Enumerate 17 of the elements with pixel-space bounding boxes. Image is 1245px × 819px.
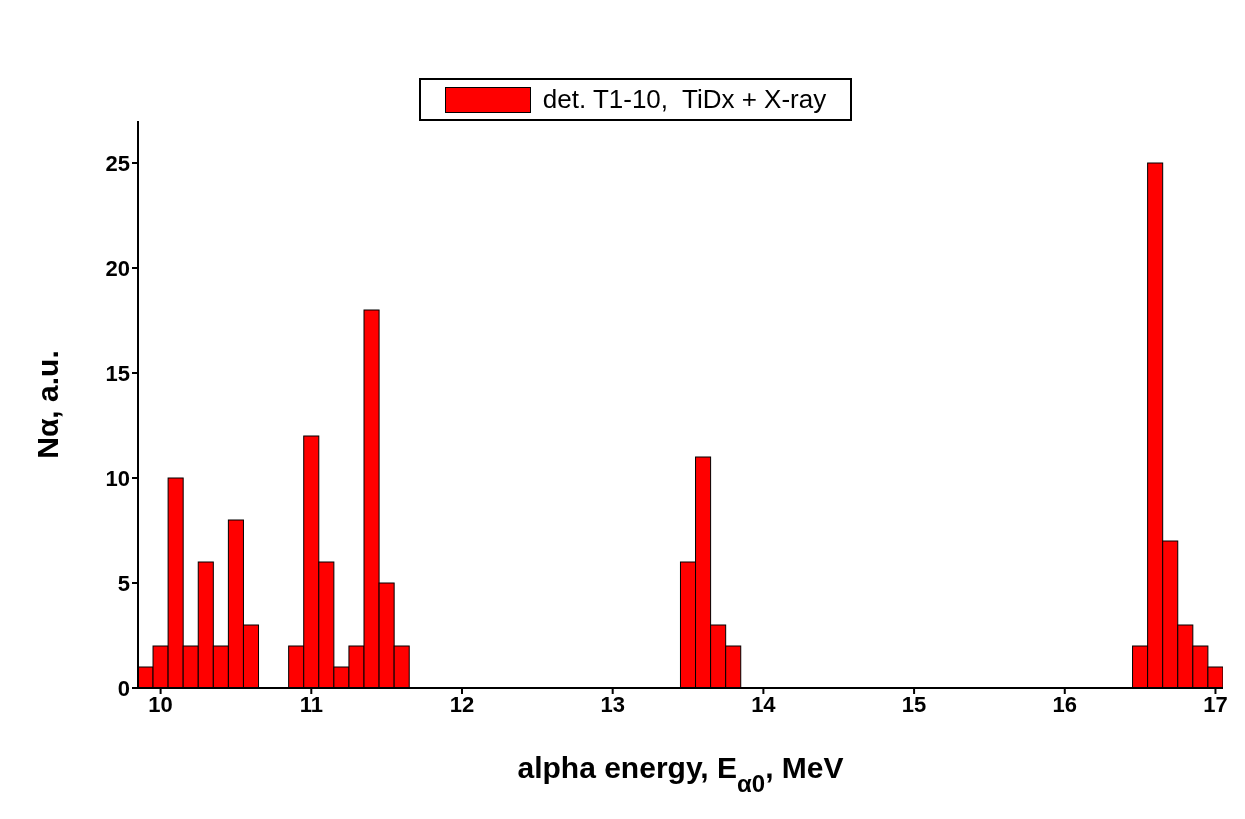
y-tick-label: 20	[105, 255, 130, 281]
x-tick-label: 13	[600, 691, 625, 717]
y-tick-label: 10	[105, 465, 130, 491]
x-axis-title: alpha energy, E$_{α0}$, MeV	[517, 751, 844, 797]
x-tick-label: 12	[449, 691, 475, 717]
y-tick-label: 25	[105, 150, 130, 176]
y-tick-label: 15	[105, 360, 130, 386]
x-tick-label: 16	[1052, 691, 1078, 717]
legend-label: det. T1-10, TiDx + X-ray	[542, 84, 827, 115]
x-tick-label: 10	[148, 691, 173, 717]
x-tick-label: 17	[1203, 691, 1228, 717]
y-tick-label: 5	[117, 570, 130, 596]
x-tick-label: 11	[299, 691, 323, 717]
x-tick-label: 15	[901, 691, 927, 717]
y-tick-label: 0	[117, 675, 130, 701]
x-tick-label: 14	[751, 691, 777, 717]
y-axis-title: Nα, a.u.	[31, 350, 64, 459]
